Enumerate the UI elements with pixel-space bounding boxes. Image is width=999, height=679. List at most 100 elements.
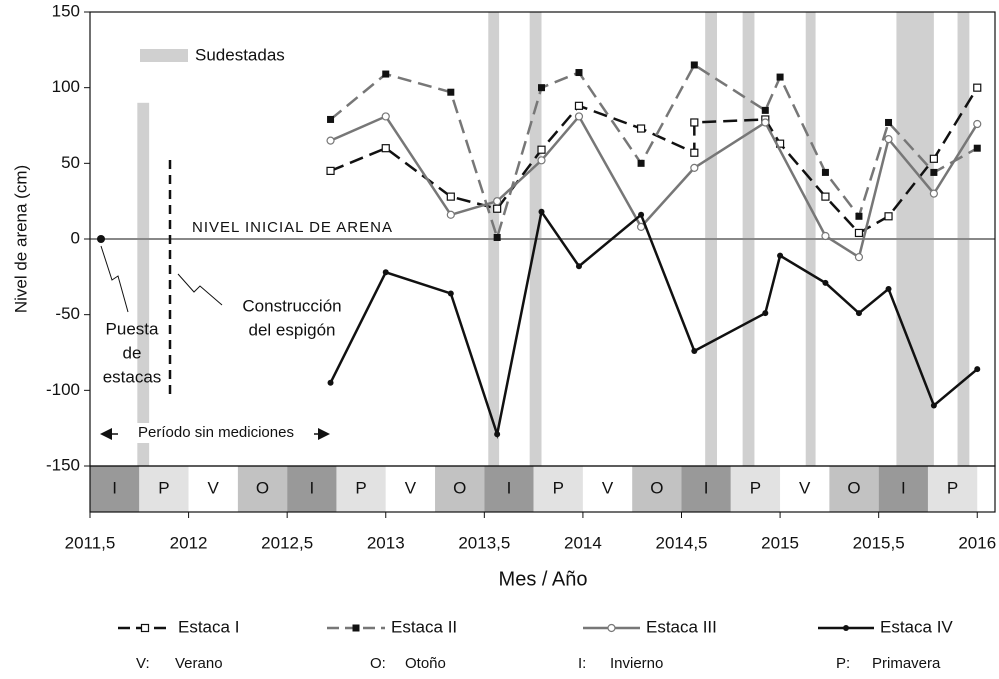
annotation: estacas bbox=[103, 367, 162, 386]
season-label: I bbox=[901, 478, 906, 497]
season-band bbox=[829, 466, 879, 512]
marker bbox=[538, 84, 546, 92]
season-label: P bbox=[947, 478, 958, 497]
season-band bbox=[582, 466, 633, 512]
marker bbox=[575, 69, 583, 77]
annotation: del espigón bbox=[249, 320, 336, 339]
x-tick-label: 2012,5 bbox=[261, 533, 313, 552]
marker bbox=[884, 212, 893, 221]
marker bbox=[638, 211, 645, 218]
annotation: Construcción bbox=[242, 296, 341, 315]
season-label: O bbox=[847, 478, 860, 497]
marker bbox=[381, 112, 390, 121]
legend-label: Sudestadas bbox=[195, 45, 285, 64]
season-key-code: P: bbox=[836, 655, 850, 672]
x-tick-label: 2015,5 bbox=[853, 533, 905, 552]
marker bbox=[777, 252, 784, 259]
marker bbox=[574, 112, 584, 121]
season-band bbox=[484, 466, 534, 512]
series-line bbox=[329, 63, 978, 242]
marker bbox=[762, 310, 769, 317]
x-tick-label: 2013 bbox=[367, 533, 405, 552]
sudestada-bar bbox=[137, 102, 150, 467]
season-label: O bbox=[453, 478, 466, 497]
season-band bbox=[237, 466, 288, 512]
marker bbox=[761, 118, 770, 127]
x-tick-label: 2013,5 bbox=[458, 533, 510, 552]
marker bbox=[352, 624, 360, 632]
legend-swatch bbox=[140, 49, 188, 62]
season-band bbox=[780, 466, 830, 512]
marker bbox=[973, 144, 981, 152]
marker bbox=[690, 148, 699, 157]
season-key-name: Primavera bbox=[872, 655, 941, 672]
season-band bbox=[435, 466, 485, 512]
legend-label: Estaca II bbox=[391, 617, 457, 636]
marker bbox=[446, 192, 455, 201]
marker bbox=[821, 192, 830, 201]
season-label: V bbox=[602, 478, 614, 497]
season-label: I bbox=[704, 478, 709, 497]
x-tick-label: 2012 bbox=[170, 533, 208, 552]
season-band bbox=[927, 466, 978, 512]
arrowhead bbox=[318, 428, 330, 440]
marker bbox=[822, 279, 829, 286]
x-tick-label: 2016 bbox=[958, 533, 996, 552]
marker bbox=[929, 189, 938, 198]
season-band bbox=[90, 466, 140, 512]
marker bbox=[607, 623, 616, 633]
y-tick-label: 100 bbox=[52, 77, 80, 96]
marker bbox=[537, 156, 546, 165]
annotation: NIVEL INICIAL DE ARENA bbox=[192, 219, 393, 236]
season-band bbox=[139, 466, 189, 512]
season-label: O bbox=[650, 478, 663, 497]
season-key-name: Otoño bbox=[405, 655, 446, 672]
season-band bbox=[188, 466, 238, 512]
marker bbox=[493, 233, 501, 241]
marker bbox=[821, 231, 830, 241]
season-label: O bbox=[256, 478, 269, 497]
season-label: I bbox=[309, 478, 314, 497]
season-band bbox=[878, 466, 928, 512]
x-tick-label: 2015 bbox=[761, 533, 799, 552]
season-key-name: Invierno bbox=[610, 655, 663, 672]
annotation-arrow bbox=[177, 273, 223, 306]
season-label: V bbox=[208, 478, 220, 497]
season-label: P bbox=[553, 478, 564, 497]
season-label: P bbox=[158, 478, 169, 497]
series-line bbox=[329, 208, 979, 440]
legend-label: Estaca III bbox=[646, 617, 717, 636]
season-band bbox=[385, 466, 436, 512]
season-key-code: O: bbox=[370, 655, 386, 672]
marker bbox=[574, 101, 584, 110]
marker bbox=[636, 124, 646, 133]
marker bbox=[327, 379, 334, 386]
marker bbox=[446, 210, 455, 219]
marker bbox=[327, 115, 335, 123]
arrowhead bbox=[100, 428, 112, 440]
marker bbox=[326, 166, 335, 175]
season-band bbox=[730, 466, 781, 512]
season-band bbox=[632, 466, 682, 512]
marker bbox=[447, 88, 455, 96]
season-key-name: Verano bbox=[175, 655, 223, 672]
marker bbox=[326, 136, 335, 145]
y-tick-label: -50 bbox=[55, 304, 80, 323]
marker bbox=[637, 159, 645, 167]
legend-label: Estaca IV bbox=[880, 617, 953, 636]
marker bbox=[854, 253, 864, 262]
season-key-code: I: bbox=[578, 655, 586, 672]
season-label: P bbox=[750, 478, 761, 497]
legend-label: Estaca I bbox=[178, 617, 239, 636]
x-axis-label: Mes / Año bbox=[499, 568, 588, 590]
marker bbox=[494, 431, 501, 438]
marker bbox=[854, 228, 864, 238]
marker bbox=[821, 168, 829, 176]
marker bbox=[973, 83, 982, 92]
y-axis-label: Nivel de arena (cm) bbox=[11, 165, 30, 313]
x-tick-label: 2011,5 bbox=[65, 533, 116, 552]
y-tick-label: 150 bbox=[52, 1, 80, 20]
marker bbox=[884, 135, 893, 144]
puesta-dot bbox=[97, 235, 105, 243]
marker bbox=[885, 285, 892, 292]
